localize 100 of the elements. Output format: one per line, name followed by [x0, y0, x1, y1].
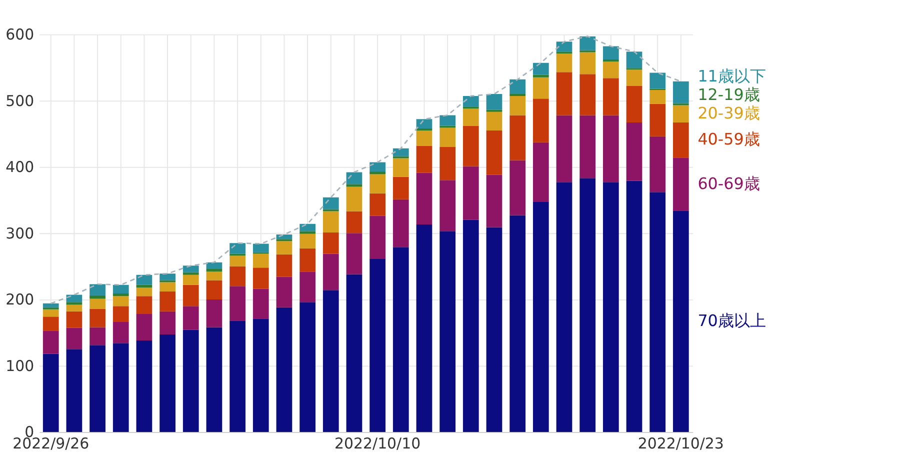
bar — [276, 254, 292, 277]
bar — [486, 130, 502, 175]
bar — [486, 94, 502, 110]
bar — [112, 343, 129, 432]
bar — [300, 234, 316, 248]
bar — [486, 227, 502, 432]
bar — [532, 202, 549, 432]
bar — [580, 36, 596, 50]
bar — [626, 180, 642, 432]
bar — [136, 274, 152, 285]
bar — [346, 186, 362, 212]
bar — [42, 303, 59, 308]
bar — [300, 272, 316, 302]
bar — [136, 284, 152, 288]
bar — [532, 142, 549, 202]
bar — [580, 115, 596, 178]
bar — [112, 296, 129, 306]
bar — [532, 62, 549, 75]
bar — [206, 280, 222, 300]
bar — [90, 295, 106, 299]
bar — [440, 231, 456, 432]
bar — [276, 276, 292, 308]
bar — [416, 172, 432, 225]
bar — [370, 216, 386, 260]
bar — [160, 311, 176, 335]
bar — [392, 158, 409, 177]
bar — [66, 349, 82, 432]
bar — [672, 158, 689, 211]
bar — [392, 176, 409, 200]
bar — [370, 174, 386, 194]
bar — [322, 254, 339, 290]
series-label: 11歳以下 — [698, 66, 766, 86]
bar — [370, 193, 386, 216]
bar — [322, 232, 339, 254]
bar — [580, 52, 596, 74]
bar — [532, 77, 549, 99]
bar — [556, 72, 572, 116]
bar — [206, 262, 222, 269]
bar — [462, 126, 479, 166]
bar — [392, 148, 409, 156]
bar — [206, 272, 222, 280]
bar — [602, 78, 619, 116]
bar — [42, 330, 59, 354]
bar — [230, 256, 246, 266]
series-label: 60-69歳 — [698, 174, 760, 193]
bar — [440, 115, 456, 126]
bar — [230, 243, 246, 254]
bar — [206, 299, 222, 328]
bar — [230, 266, 246, 286]
line-series — [50, 36, 682, 304]
bar — [160, 334, 176, 432]
bar — [626, 69, 642, 86]
bar — [300, 224, 316, 232]
bar — [182, 284, 199, 306]
bar — [230, 286, 246, 321]
bar — [602, 46, 619, 60]
bar — [300, 231, 316, 234]
bar — [42, 354, 59, 432]
bar — [346, 184, 362, 187]
x-tick-label: 2022/10/10 — [334, 434, 421, 452]
bar — [556, 182, 572, 432]
bar — [440, 147, 456, 180]
bar — [322, 211, 339, 233]
bar — [252, 318, 269, 432]
bar — [462, 220, 479, 432]
series-label: 20-39歳 — [698, 104, 760, 123]
bar — [462, 108, 479, 126]
bar — [556, 54, 572, 72]
bar — [66, 304, 82, 312]
bar — [300, 302, 316, 432]
bar — [462, 96, 479, 107]
bar — [90, 284, 106, 296]
bar — [90, 327, 106, 346]
bar — [510, 96, 526, 116]
bar — [602, 115, 619, 182]
bar — [672, 105, 689, 122]
bar — [416, 119, 432, 128]
bar — [672, 122, 689, 158]
bar — [346, 274, 362, 432]
bar — [136, 296, 152, 314]
bar — [672, 210, 689, 432]
bar — [672, 81, 689, 104]
bar — [252, 244, 269, 252]
bar — [486, 174, 502, 228]
bar — [90, 345, 106, 432]
bar — [650, 90, 666, 104]
bar — [346, 211, 362, 234]
y-tick-label: 500 — [6, 92, 34, 110]
y-tick-label: 100 — [6, 356, 34, 375]
bar — [252, 288, 269, 319]
bar — [650, 72, 666, 89]
bar — [556, 42, 572, 52]
bar — [182, 330, 199, 432]
bar — [392, 199, 409, 248]
bar — [252, 268, 269, 289]
bar — [322, 197, 339, 210]
bar — [510, 115, 526, 160]
bar — [440, 180, 456, 232]
bar — [416, 146, 432, 173]
bar — [370, 162, 386, 172]
